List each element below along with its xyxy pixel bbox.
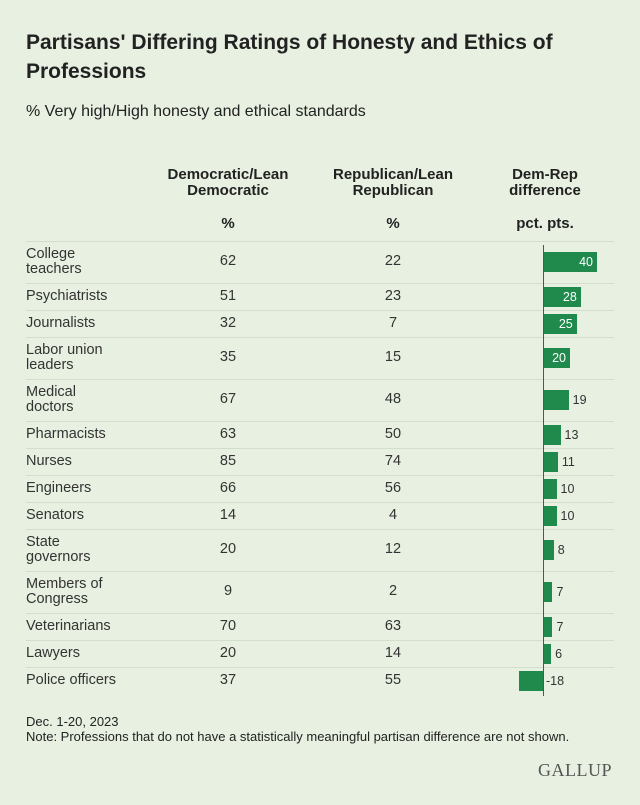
diff-label: 8 xyxy=(557,543,565,557)
separator xyxy=(26,571,614,572)
diff-bar xyxy=(543,478,557,499)
cell-value: 20 xyxy=(219,644,237,661)
source: GALLUP xyxy=(538,760,612,780)
separator xyxy=(26,640,614,641)
separator xyxy=(26,613,614,614)
diff-bar xyxy=(543,252,597,272)
row-name: Veterinarians xyxy=(26,617,111,634)
cell-value: 51 xyxy=(219,287,237,304)
diff-bar xyxy=(543,505,557,526)
row-name: Police officers xyxy=(26,671,116,688)
diff-bar xyxy=(543,348,570,368)
cell-value: 50 xyxy=(384,425,402,442)
separator xyxy=(26,379,614,380)
cell-value: 9 xyxy=(223,583,233,599)
diff-label: 13 xyxy=(564,427,579,442)
separator xyxy=(26,310,614,311)
cell-value: 55 xyxy=(384,671,402,688)
diff-bar xyxy=(543,451,558,472)
row-name: State governors xyxy=(26,534,91,565)
cell-value: 15 xyxy=(384,349,402,365)
cell-value: 62 xyxy=(219,253,237,269)
row-name: Senators xyxy=(26,506,85,523)
separator xyxy=(26,337,614,338)
diff-label: 40 xyxy=(579,255,593,269)
column-unit: % xyxy=(221,215,235,232)
separator xyxy=(26,667,614,668)
cell-value: 32 xyxy=(219,314,237,331)
column-header: Dem-Rep difference xyxy=(509,166,581,199)
diff-bar xyxy=(543,616,553,637)
cell-value: 56 xyxy=(384,479,402,496)
cell-value: 35 xyxy=(219,349,237,365)
cell-value: 67 xyxy=(219,391,237,407)
separator xyxy=(26,421,614,422)
diff-label: 19 xyxy=(572,393,587,407)
diff-label: 11 xyxy=(561,454,575,469)
diff-bar xyxy=(543,540,554,560)
diff-label: 28 xyxy=(562,289,577,304)
cell-value: 70 xyxy=(219,617,237,634)
cell-value: 14 xyxy=(219,506,237,523)
cell-value: 85 xyxy=(219,452,237,469)
row-name: Members of Congress xyxy=(26,576,103,607)
diff-label: 10 xyxy=(560,508,575,523)
diff-bar xyxy=(543,424,561,445)
diff-label: 10 xyxy=(560,481,575,496)
cell-value: 2 xyxy=(388,583,398,599)
separator xyxy=(26,241,614,242)
cell-value: 14 xyxy=(384,644,402,661)
diff-bar xyxy=(543,390,569,410)
cell-value: 7 xyxy=(388,314,398,331)
row-name: Engineers xyxy=(26,479,92,496)
cell-value: 74 xyxy=(384,452,402,469)
row-name: Medical doctors xyxy=(26,384,76,415)
separator xyxy=(26,283,614,284)
column-unit: % xyxy=(386,215,400,232)
diff-bar xyxy=(543,643,552,664)
row-name: Lawyers xyxy=(26,644,80,661)
subtitle: % Very high/High honesty and ethical sta… xyxy=(26,103,366,120)
cell-value: 63 xyxy=(219,425,237,442)
row-name: Journalists xyxy=(26,314,96,331)
column-header: Democratic/Lean Democratic xyxy=(167,166,289,199)
diff-bar xyxy=(543,582,553,602)
cell-value: 37 xyxy=(219,671,237,688)
row-name: Nurses xyxy=(26,452,72,469)
diff-bar xyxy=(543,286,581,307)
separator xyxy=(26,475,614,476)
diff-label: 7 xyxy=(556,585,564,599)
cell-value: 23 xyxy=(384,287,402,304)
cell-value: 48 xyxy=(384,391,402,407)
cell-value: 4 xyxy=(388,506,398,523)
diff-bar xyxy=(518,670,543,691)
zero-axis xyxy=(543,245,544,696)
diff-label: -18 xyxy=(546,673,565,688)
diff-label: 7 xyxy=(556,619,564,634)
diff-bar xyxy=(543,313,577,334)
cell-value: 12 xyxy=(384,541,402,557)
row-name: Psychiatrists xyxy=(26,287,108,304)
diff-label: 25 xyxy=(558,316,573,331)
cell-value: 20 xyxy=(219,541,237,557)
note: Note: Professions that do not have a sta… xyxy=(26,729,570,744)
title: Partisans' Differing Ratings of Honesty … xyxy=(26,31,553,83)
separator xyxy=(26,502,614,503)
date: Dec. 1-20, 2023 xyxy=(26,714,119,729)
row-name: Labor union leaders xyxy=(26,342,103,373)
cell-value: 63 xyxy=(384,617,402,634)
column-header: Republican/Lean Republican xyxy=(332,166,454,199)
row-name: Pharmacists xyxy=(26,425,106,442)
row-name: College teachers xyxy=(26,246,82,277)
separator xyxy=(26,448,614,449)
separator xyxy=(26,529,614,530)
cell-value: 66 xyxy=(219,479,237,496)
diff-label: 20 xyxy=(552,351,566,365)
column-unit: pct. pts. xyxy=(516,215,574,232)
cell-value: 22 xyxy=(384,253,402,269)
diff-label: 6 xyxy=(555,646,563,661)
